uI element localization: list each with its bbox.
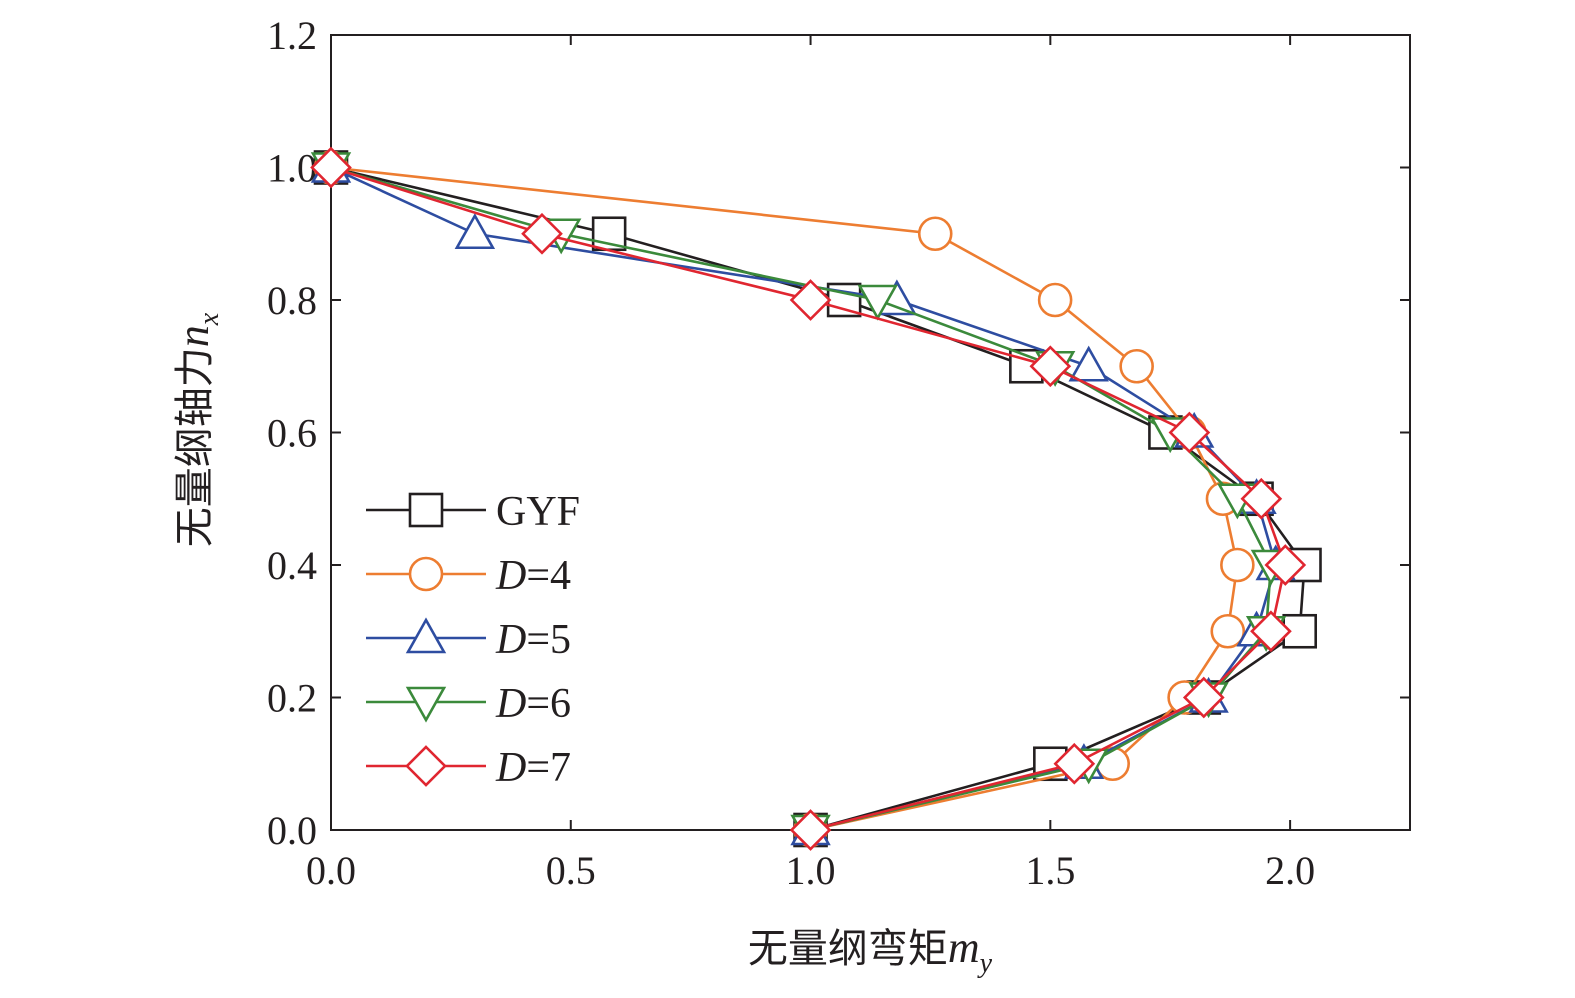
legend-label-var: D bbox=[495, 681, 526, 727]
legend-label-var: D bbox=[495, 617, 526, 663]
series-1 bbox=[313, 150, 1255, 848]
legend-item: D=5 bbox=[366, 617, 571, 663]
axis-ticks: 0.0 0.5 1.0 1.5 2.0 0.0 0.2 0.4 0.6 0.8 1.0 1.2 bbox=[267, 13, 1410, 893]
series-3 bbox=[310, 152, 1292, 851]
legend-label: D=4 bbox=[495, 553, 571, 599]
legend-marker bbox=[405, 617, 447, 654]
y-tick-label: 1.2 bbox=[267, 13, 317, 58]
legend-item: GYF bbox=[366, 489, 580, 535]
legend-label-var: D bbox=[495, 553, 526, 599]
data-point bbox=[521, 212, 563, 255]
data-point bbox=[1264, 544, 1307, 586]
x-tick-label: 1.0 bbox=[786, 848, 836, 893]
legend-label: D=6 bbox=[495, 681, 571, 727]
y-axis-title-var: n bbox=[169, 325, 218, 347]
legend-label-rest: =7 bbox=[526, 745, 571, 791]
plot-frame bbox=[330, 34, 1411, 831]
x-tick-label: 0.5 bbox=[546, 848, 596, 893]
series-line bbox=[330, 166, 1287, 832]
legend-marker bbox=[408, 556, 444, 592]
x-tick-label: 0.0 bbox=[306, 848, 356, 893]
data-point bbox=[1037, 282, 1073, 318]
y-axis-title: 无量纲轴力nx bbox=[169, 312, 225, 547]
series-0 bbox=[313, 150, 1322, 848]
series-2 bbox=[310, 146, 1296, 846]
data-point bbox=[1220, 547, 1255, 583]
x-tick-label: 2.0 bbox=[1265, 848, 1315, 893]
legend-item: D=4 bbox=[366, 553, 571, 599]
y-tick-label: 0.2 bbox=[267, 676, 317, 721]
x-tick-label: 1.5 bbox=[1025, 848, 1075, 893]
y-tick-label: 0.6 bbox=[267, 411, 317, 456]
data-point bbox=[1119, 348, 1154, 384]
legend-label: D=5 bbox=[495, 617, 571, 663]
data-point bbox=[1210, 613, 1246, 649]
data-point bbox=[1053, 742, 1096, 785]
x-axis-title: 无量纲弯矩my bbox=[748, 923, 993, 979]
legend-label: GYF bbox=[496, 489, 580, 535]
data-point bbox=[1182, 676, 1225, 719]
legend-item: D=7 bbox=[366, 745, 571, 791]
data-point bbox=[917, 216, 953, 252]
y-axis-title-text: 无量纲轴力 bbox=[172, 347, 218, 547]
x-axis-title-text: 无量纲弯矩 bbox=[748, 926, 948, 972]
y-tick-label: 0.8 bbox=[267, 278, 317, 323]
data-point bbox=[1168, 411, 1211, 454]
data-point bbox=[1240, 477, 1283, 520]
series-4 bbox=[310, 146, 1307, 851]
legend-label-rest: GYF bbox=[496, 489, 580, 535]
y-tick-label: 0.0 bbox=[267, 808, 317, 853]
series-layer bbox=[310, 146, 1322, 851]
legend-item: D=6 bbox=[366, 681, 571, 727]
data-point bbox=[310, 146, 352, 189]
data-point bbox=[454, 213, 496, 250]
data-point bbox=[1029, 345, 1072, 388]
x-axis-title-sub: y bbox=[977, 948, 993, 979]
legend-marker bbox=[405, 686, 447, 723]
y-tick-label: 1.0 bbox=[267, 146, 317, 191]
series-line bbox=[330, 166, 1278, 832]
data-point bbox=[789, 279, 832, 321]
legend-label-rest: =6 bbox=[526, 681, 571, 727]
legend-label-rest: =4 bbox=[526, 553, 571, 599]
data-point bbox=[789, 809, 832, 851]
legend-label: D=7 bbox=[495, 745, 571, 791]
data-point bbox=[1250, 610, 1292, 653]
data-point bbox=[857, 284, 898, 321]
y-tick-label: 0.4 bbox=[267, 543, 317, 588]
y-axis-title-sub: x bbox=[194, 312, 225, 326]
series-line bbox=[330, 166, 1306, 832]
legend-label-var: D bbox=[495, 745, 526, 791]
x-axis-title-var: m bbox=[948, 923, 980, 972]
data-point bbox=[1068, 345, 1109, 382]
legend-marker bbox=[408, 492, 444, 528]
legend-marker bbox=[405, 745, 447, 787]
legend-label-rest: =5 bbox=[526, 617, 571, 663]
series-line bbox=[330, 166, 1239, 832]
